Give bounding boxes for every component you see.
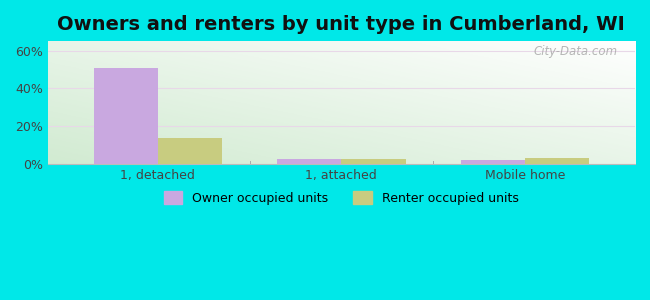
Bar bbox=[341, 160, 406, 164]
Bar bbox=[94, 68, 158, 164]
Text: City-Data.com: City-Data.com bbox=[533, 45, 618, 58]
Legend: Owner occupied units, Renter occupied units: Owner occupied units, Renter occupied un… bbox=[159, 186, 524, 210]
Bar bbox=[461, 160, 525, 164]
Bar bbox=[277, 158, 341, 164]
Bar bbox=[158, 138, 222, 164]
Title: Owners and renters by unit type in Cumberland, WI: Owners and renters by unit type in Cumbe… bbox=[57, 15, 625, 34]
Bar bbox=[525, 158, 589, 164]
